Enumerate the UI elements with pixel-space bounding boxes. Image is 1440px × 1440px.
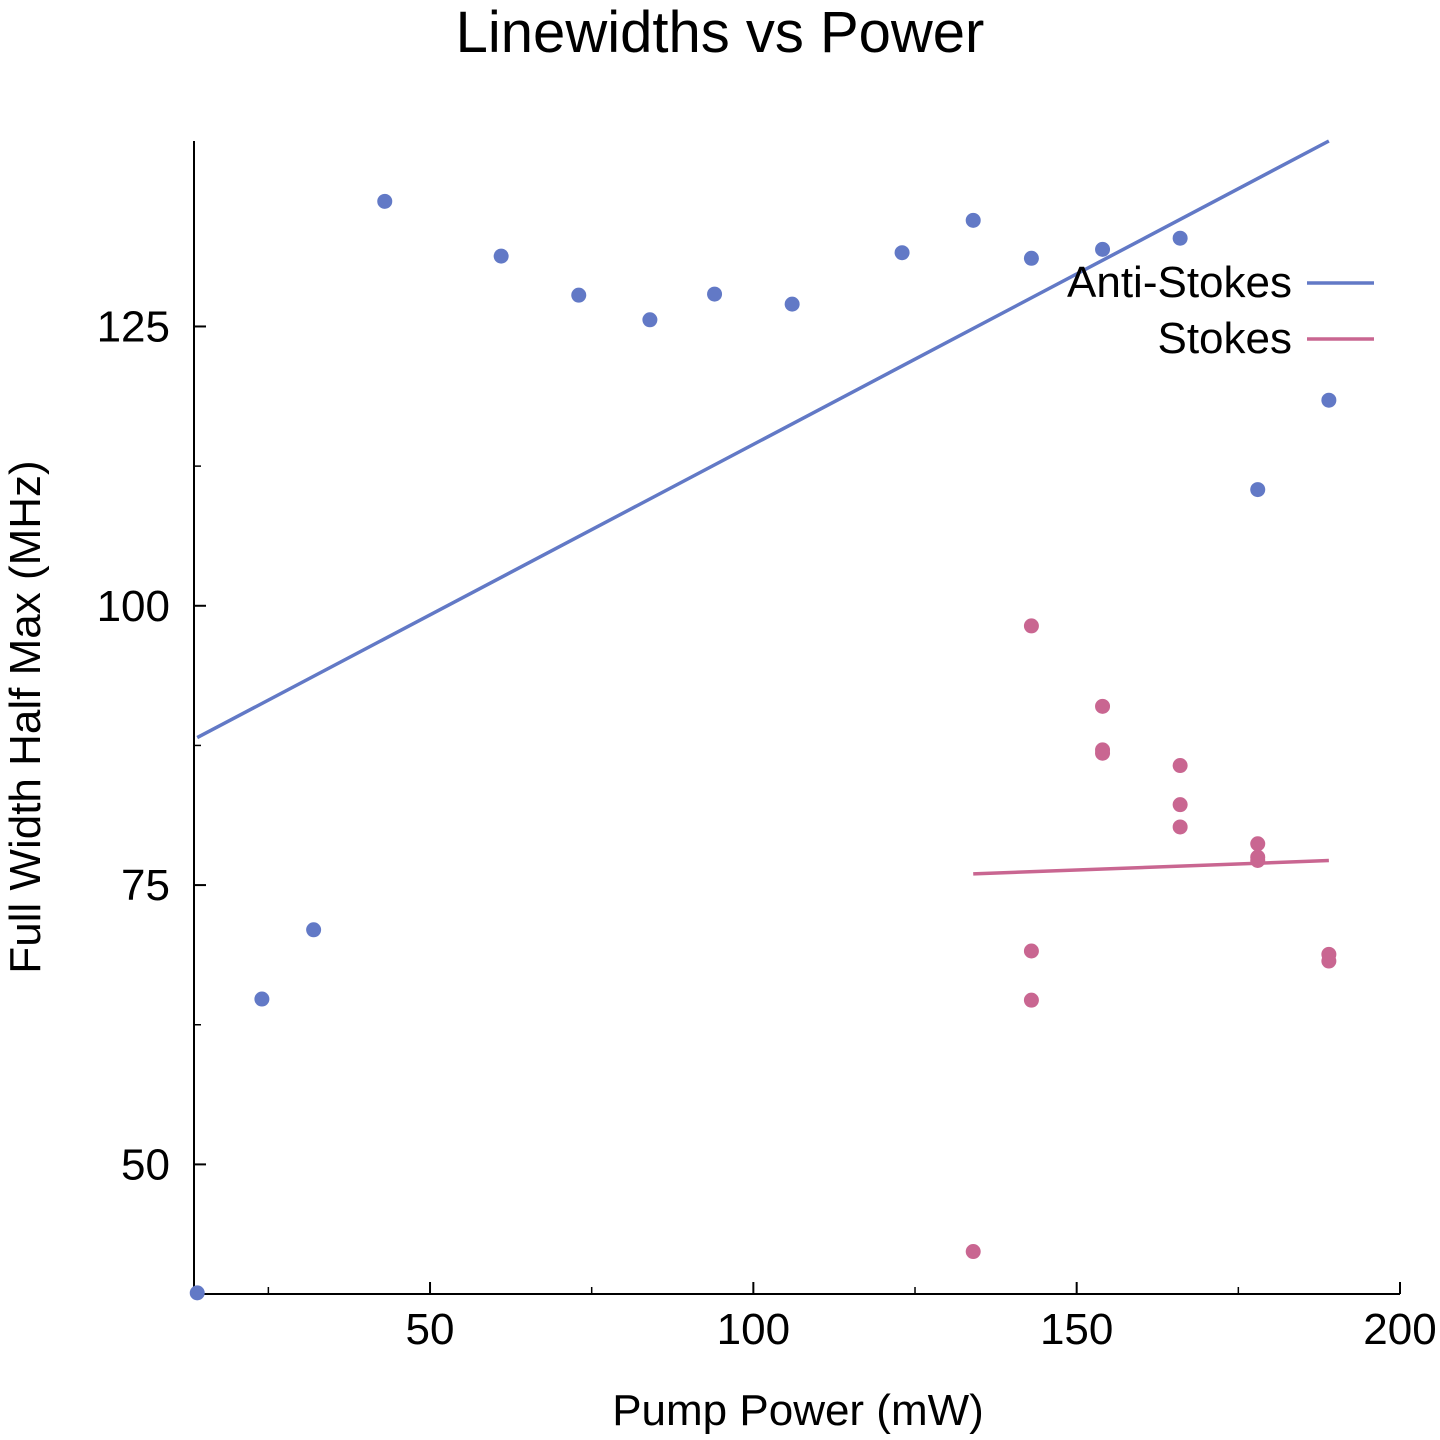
legend-label-stokes: Stokes [1157, 314, 1292, 363]
anti-stokes-point [707, 286, 723, 302]
x-tick-label: 50 [406, 1305, 455, 1354]
stokes-point [1172, 758, 1188, 774]
x-axis-label: Pump Power (mW) [612, 1386, 984, 1435]
anti-stokes-point [189, 1285, 205, 1301]
stokes-point [1172, 819, 1188, 835]
anti-stokes-point [642, 312, 658, 328]
legend: Anti-Stokes Stokes [1067, 258, 1374, 363]
stokes-point [1321, 953, 1337, 969]
anti-stokes-point [1172, 230, 1188, 246]
anti-stokes-point [571, 287, 587, 303]
anti-stokes-point [377, 193, 393, 209]
stokes-point [1095, 698, 1111, 714]
legend-label-anti-stokes: Anti-Stokes [1067, 258, 1292, 307]
y-tick-label: 50 [121, 1140, 170, 1189]
stokes-point [1250, 853, 1266, 869]
anti-stokes-fit-line [196, 139, 1330, 740]
y-tick-label: 75 [121, 861, 170, 910]
stokes-fit-line [973, 858, 1329, 876]
anti-stokes-point [784, 296, 800, 312]
stokes-point [965, 1244, 981, 1260]
y-axis-label: Full Width Half Max (MHz) [1, 460, 50, 973]
anti-stokes-point [493, 248, 509, 264]
anti-stokes-point [894, 245, 910, 261]
chart-title: Linewidths vs Power [456, 0, 985, 65]
stokes-point [1023, 992, 1039, 1008]
fit-lines [196, 139, 1330, 876]
anti-stokes-point [1321, 392, 1337, 408]
y-tick-label: 100 [97, 582, 170, 631]
x-tick-label: 100 [717, 1305, 790, 1354]
anti-stokes-point [254, 991, 270, 1007]
anti-stokes-point [1250, 482, 1266, 498]
y-tick-label: 125 [97, 302, 170, 351]
data-points [189, 193, 1337, 1301]
anti-stokes-point [1023, 250, 1039, 266]
anti-stokes-point [306, 922, 322, 938]
anti-stokes-point [1095, 241, 1111, 257]
stokes-point [1023, 618, 1039, 634]
x-tick-label: 150 [1040, 1305, 1113, 1354]
stokes-point [1095, 745, 1111, 761]
stokes-point [1250, 836, 1266, 852]
x-tick-label: 200 [1363, 1305, 1436, 1354]
axes: 50 100 150 200 50 75 100 125 [97, 141, 1437, 1354]
anti-stokes-point [965, 212, 981, 228]
stokes-point [1172, 797, 1188, 813]
stokes-point [1023, 943, 1039, 959]
